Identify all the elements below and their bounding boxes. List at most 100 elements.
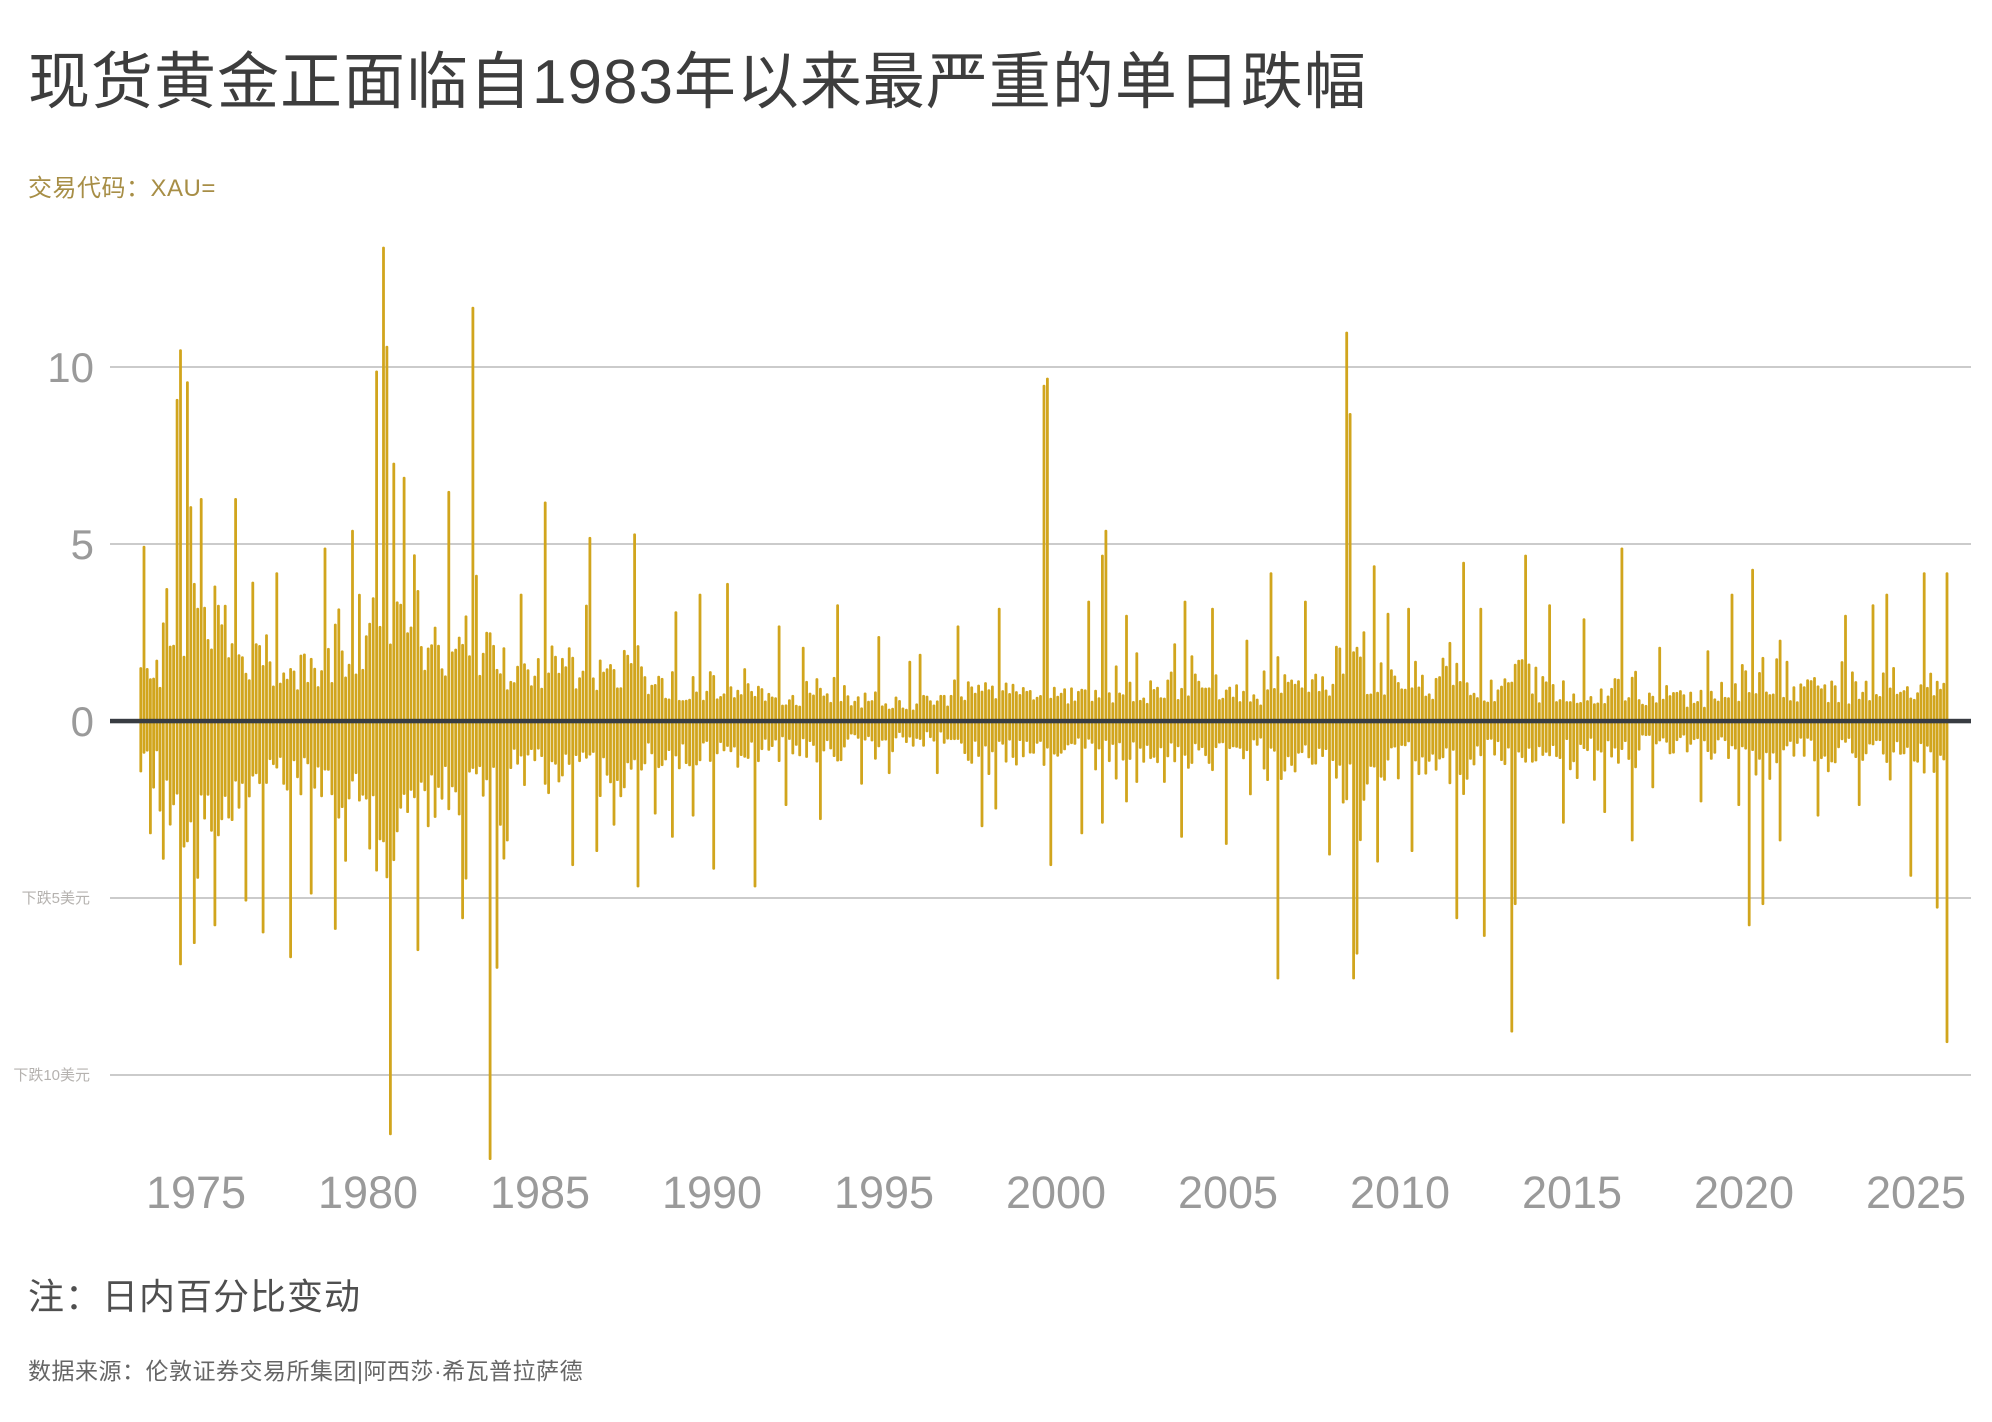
bar-down: [1176, 719, 1180, 748]
bar-up: [1328, 695, 1331, 723]
bar-up: [715, 698, 719, 723]
bar-down: [1942, 719, 1946, 761]
bar-up: [1070, 687, 1073, 723]
bar-down: [1579, 719, 1582, 745]
bar-down: [416, 719, 420, 952]
bar-up: [1675, 691, 1679, 723]
bar-up: [1083, 689, 1087, 723]
bar-up: [512, 682, 516, 723]
bar-down: [227, 719, 231, 819]
bar-up: [973, 692, 977, 723]
bar-up: [1283, 674, 1287, 723]
bar-down: [1792, 719, 1796, 757]
bar-down: [980, 719, 984, 828]
bar-down: [581, 719, 585, 753]
bar-up: [1945, 572, 1949, 723]
bar-up: [653, 684, 657, 723]
bar-down: [258, 719, 261, 785]
bar-up: [1830, 680, 1834, 723]
bar-down: [409, 719, 413, 791]
bar-down: [454, 719, 458, 793]
bar-up: [375, 370, 378, 723]
bar-down: [653, 719, 657, 815]
bar-up: [1125, 614, 1128, 723]
bar-up: [502, 647, 506, 723]
bar-up: [251, 581, 255, 723]
bar-up: [1479, 607, 1483, 723]
bar-down: [426, 719, 430, 828]
bar-up: [1476, 697, 1479, 723]
bar-up: [1548, 604, 1551, 723]
bar-down: [767, 719, 771, 751]
bar-down: [781, 719, 784, 738]
bar-down: [1035, 719, 1039, 744]
bar-down: [523, 719, 526, 786]
bar-up: [1279, 692, 1283, 723]
bar-up: [1403, 688, 1407, 723]
bar-up: [1517, 659, 1521, 723]
bar-up: [1785, 660, 1789, 723]
bar-up: [908, 660, 912, 723]
bar-down: [1376, 719, 1379, 863]
bar-up: [333, 623, 337, 723]
bar-down: [640, 719, 643, 771]
bar-up: [619, 687, 623, 723]
bar-up: [1269, 572, 1273, 723]
bar-down: [1517, 719, 1521, 753]
bar-down: [1331, 719, 1335, 761]
bar-up: [1795, 701, 1799, 723]
bar-up: [203, 606, 206, 723]
bar-down: [784, 719, 788, 806]
bar-down: [1696, 719, 1699, 740]
bar-down: [1465, 719, 1469, 780]
bar-down: [839, 719, 843, 762]
bar-up: [1665, 685, 1668, 723]
bar-down: [1070, 719, 1073, 745]
bar-down: [1238, 719, 1242, 749]
bar-down: [1685, 719, 1689, 753]
bar-up: [1145, 702, 1149, 723]
bar-down: [547, 719, 550, 795]
bar-down: [1661, 719, 1665, 739]
bar-up: [447, 490, 451, 723]
chart-note: 注：日内百分比变动: [28, 1276, 362, 1317]
gridline: [110, 366, 1971, 368]
bar-up: [227, 657, 231, 723]
bar-up: [1396, 682, 1400, 723]
bar-down: [1101, 719, 1104, 824]
bar-down: [485, 719, 489, 781]
bar-down: [1462, 719, 1465, 795]
bar-down: [505, 719, 509, 842]
bar-down: [1589, 719, 1593, 739]
bar-down: [230, 719, 234, 821]
bar-up: [161, 622, 165, 723]
bar-up: [898, 700, 901, 723]
bar-down: [234, 719, 237, 782]
bar-down: [1713, 719, 1717, 754]
bar-down: [1541, 719, 1545, 756]
bar-up: [726, 582, 729, 723]
bar-down: [461, 719, 464, 920]
bar-up: [175, 398, 179, 723]
bar-up: [667, 698, 671, 723]
bar-up: [805, 680, 808, 723]
bar-down: [674, 719, 678, 757]
bar-down: [1407, 719, 1410, 743]
bar-down: [1145, 719, 1149, 746]
bar-up: [1531, 693, 1534, 723]
bar-up: [1458, 681, 1462, 723]
bar-down: [468, 719, 471, 773]
bar-up: [1899, 691, 1902, 723]
bar-up: [1723, 696, 1727, 723]
bar-up: [616, 687, 619, 723]
bar-up: [843, 685, 846, 723]
bar-down: [1427, 719, 1431, 762]
bar-up: [1486, 701, 1490, 723]
bar-down: [526, 719, 530, 756]
bar-up: [1555, 701, 1558, 723]
bar-down: [1606, 719, 1610, 742]
bar-up: [867, 700, 870, 723]
bar-down: [1551, 719, 1555, 746]
bar-up: [468, 655, 471, 723]
bar-down: [1355, 719, 1359, 955]
